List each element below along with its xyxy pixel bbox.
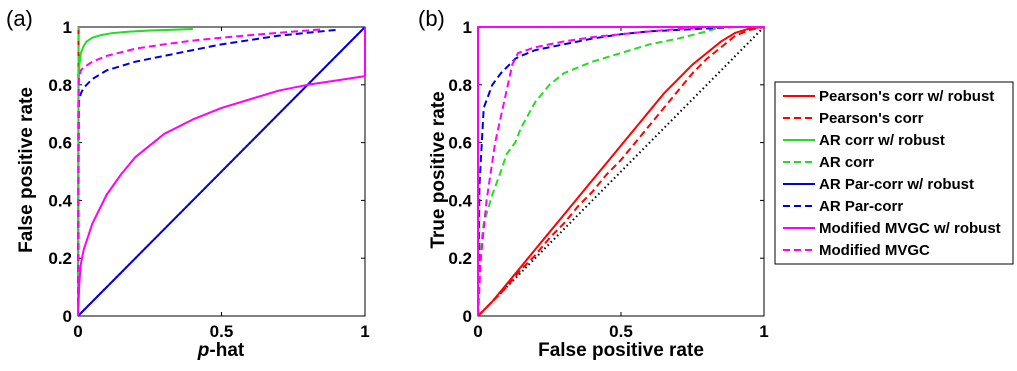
- panel-a-series-ar-corr-w-robust: [77, 28, 193, 317]
- panel-a-ytick-label: 1: [63, 18, 72, 37]
- panel-a-series-ar-par-corr-w-robust: [77, 26, 366, 317]
- legend-label-pearson-s-corr: Pearson's corr: [819, 110, 924, 127]
- panel-a-ylabel: False positive rate: [16, 87, 37, 253]
- legend-label-ar-corr: AR corr: [819, 154, 874, 171]
- panel-a-xtick-label: 0: [73, 322, 82, 341]
- panel-a-xlabel-suffix: -hat: [209, 340, 245, 361]
- panel-b: (b) True positive rate False positive ra…: [418, 6, 769, 361]
- panel-a-series-ar-par-corr: [77, 28, 337, 317]
- legend-label-pearson-s-corr-w-robust: Pearson's corr w/ robust: [819, 88, 994, 105]
- panel-a-xlabel-prefix: p: [197, 340, 210, 361]
- panel-a-xtick-label: 0.5: [210, 322, 234, 341]
- panel-b-xtick-label: 0.5: [609, 322, 633, 341]
- panel-a-series-group: [77, 26, 366, 317]
- panel-b-xtick-label: 1: [759, 322, 768, 341]
- panel-a-series-modified-mvgc: [77, 28, 323, 317]
- panel-a-series-modified-mvgc-w-robust: [77, 27, 366, 317]
- panel-a: (a) False positive rate p-hat 0 0.5 100.20…: [6, 6, 370, 361]
- panel-a-ytick-label: 0.4: [48, 191, 72, 210]
- panel-b-series-ar-par-corr: [477, 26, 736, 317]
- panel-a-plot-area: 0 0.5 1 0 0.2 0.4 0.6 0.8 1: [48, 18, 369, 341]
- panel-b-series-pearson-s-corr: [477, 26, 765, 317]
- panel-b-series-modified-mvgc-w-robust: [477, 26, 765, 316]
- legend-label-ar-par-corr: AR Par-corr: [819, 198, 903, 215]
- panel-a-ytick-label: 0.2: [48, 249, 72, 268]
- panel-a-label: (a): [6, 6, 33, 31]
- legend-label-modified-mvgc-w-robust: Modified MVGC w/ robust: [819, 220, 1001, 237]
- legend-box: [774, 81, 1014, 265]
- panel-b-ytick-label: 0.4: [448, 191, 472, 210]
- panel-a-ytick-label: 0.6: [48, 134, 72, 153]
- panel-b-reference-diagonal: [477, 26, 765, 317]
- panel-b-ytick-label: 0.8: [448, 76, 472, 95]
- panel-b-label: (b): [418, 6, 445, 31]
- panel-a-xlabel: p-hat: [197, 340, 245, 361]
- panel-b-series-group: [477, 26, 765, 317]
- panel-b-plot-area: 0 0.5 1 0 0.2 0.4 0.6 0.8 1: [448, 18, 768, 341]
- legend-label-ar-par-corr-w-robust: AR Par-corr w/ robust: [819, 176, 974, 193]
- panel-b-series-modified-mvgc: [477, 26, 707, 317]
- panel-b-ylabel: True positive rate: [428, 91, 449, 248]
- panel-b-xlabel: False positive rate: [538, 340, 704, 361]
- panel-b-ytick-label: 0.6: [448, 134, 472, 153]
- panel-b-series-ar-corr: [477, 26, 722, 317]
- panel-a-xtick-label: 1: [360, 322, 369, 341]
- legend-label-modified-mvgc: Modified MVGC: [819, 242, 930, 259]
- panel-b-ytick-label: 0: [463, 307, 472, 326]
- legend: Pearson's corr w/ robust Pearson's corr AR…: [774, 81, 1014, 265]
- panel-b-ytick-label: 1: [463, 18, 472, 37]
- panel-b-xtick-label: 0: [473, 322, 482, 341]
- panel-a-ytick-label: 0: [63, 307, 72, 326]
- panel-b-ytick-label: 0.2: [448, 249, 472, 268]
- panel-a-ytick-label: 0.8: [48, 76, 72, 95]
- legend-label-ar-corr-w-robust: AR corr w/ robust: [819, 132, 945, 149]
- panel-b-series-pearson-s-corr-w-robust: [477, 26, 765, 317]
